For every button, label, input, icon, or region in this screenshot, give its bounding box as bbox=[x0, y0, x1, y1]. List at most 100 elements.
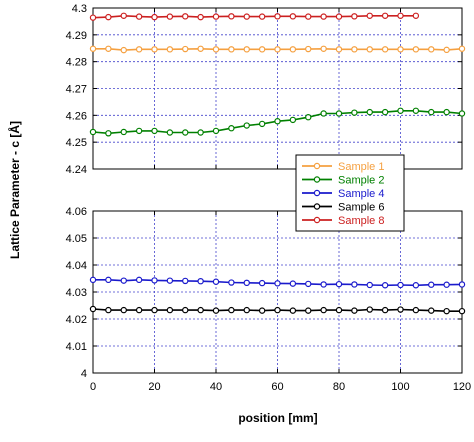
data-point bbox=[120, 46, 127, 54]
data-point bbox=[166, 277, 174, 284]
series-sample2 bbox=[89, 107, 466, 137]
plot-panels: 4.24 4.25 4.26 4.27 4.28 4.29 4.3 4 4.01 4.02 4.03… bbox=[66, 3, 463, 380]
data-point bbox=[458, 281, 466, 288]
data-point bbox=[135, 276, 143, 284]
y-tick-label: 4 bbox=[81, 368, 87, 380]
legend-item-sample8: Sample 8 bbox=[302, 215, 384, 227]
data-point bbox=[351, 307, 358, 314]
data-point bbox=[135, 46, 143, 53]
data-point bbox=[120, 12, 127, 19]
data-point bbox=[197, 13, 204, 21]
data-point bbox=[182, 129, 189, 136]
data-point bbox=[305, 114, 312, 121]
data-point bbox=[397, 306, 404, 313]
data-point bbox=[320, 306, 327, 314]
y-tick-label: 4.25 bbox=[66, 137, 87, 149]
y-tick-label: 4.24 bbox=[66, 164, 87, 176]
panel-2: 4 4.01 4.02 4.03 4.04 4.05 4.06 bbox=[66, 206, 463, 380]
data-point bbox=[105, 276, 112, 284]
series-sample8 bbox=[89, 12, 420, 21]
legend-item-sample2: Sample 2 bbox=[302, 175, 384, 187]
legend-label: Sample 6 bbox=[338, 202, 384, 214]
data-point bbox=[243, 46, 250, 53]
data-point bbox=[197, 278, 204, 285]
legend-marker bbox=[313, 216, 321, 224]
series-sample1 bbox=[89, 45, 466, 54]
data-point bbox=[151, 127, 158, 135]
data-point bbox=[305, 307, 312, 314]
data-point bbox=[89, 45, 97, 52]
data-point bbox=[212, 307, 220, 314]
data-point bbox=[443, 307, 450, 315]
data-point bbox=[428, 281, 435, 288]
data-point bbox=[151, 13, 158, 21]
data-point bbox=[305, 13, 312, 20]
data-point bbox=[274, 46, 281, 53]
data-point bbox=[243, 13, 250, 20]
data-point bbox=[212, 46, 220, 53]
data-point bbox=[366, 46, 373, 53]
data-point bbox=[212, 127, 220, 135]
data-point bbox=[397, 12, 404, 19]
data-point bbox=[228, 13, 235, 20]
data-point bbox=[412, 306, 420, 314]
data-point bbox=[381, 306, 389, 314]
data-point bbox=[166, 306, 174, 314]
y-tick-label: 4.27 bbox=[66, 84, 87, 96]
data-point bbox=[212, 13, 220, 20]
data-point bbox=[397, 281, 404, 289]
data-point bbox=[258, 307, 266, 314]
data-point bbox=[135, 306, 143, 314]
legend-marker bbox=[313, 176, 321, 183]
legend-marker bbox=[313, 189, 321, 197]
data-point bbox=[166, 129, 174, 136]
legend-marker bbox=[313, 162, 321, 170]
legend-marker bbox=[313, 203, 321, 210]
data-point bbox=[289, 307, 297, 314]
plot-frame bbox=[92, 210, 463, 374]
x-tick-labels: 0 20 40 60 80 100 120 bbox=[90, 381, 471, 393]
data-point bbox=[458, 307, 466, 315]
data-point bbox=[320, 45, 327, 52]
data-point bbox=[443, 281, 450, 288]
data-point bbox=[320, 110, 327, 117]
data-point bbox=[197, 129, 204, 136]
data-point bbox=[320, 281, 327, 288]
y-tick-label: 4.3 bbox=[72, 3, 87, 15]
data-point bbox=[135, 127, 143, 135]
data-point bbox=[381, 282, 389, 289]
data-point bbox=[120, 128, 127, 136]
data-point bbox=[89, 14, 97, 21]
legend-label: Sample 2 bbox=[338, 175, 384, 187]
x-tick-label: 40 bbox=[210, 381, 222, 393]
data-point bbox=[443, 108, 450, 116]
y-tick-label: 4.05 bbox=[66, 233, 87, 245]
data-point bbox=[289, 46, 297, 53]
legend-label: Sample 8 bbox=[338, 215, 384, 227]
data-point bbox=[243, 306, 250, 314]
series-sample6 bbox=[89, 305, 466, 315]
data-point bbox=[105, 45, 112, 52]
x-axis-title: position [mm] bbox=[238, 411, 317, 425]
data-point bbox=[105, 130, 112, 137]
data-point bbox=[366, 281, 373, 289]
data-point bbox=[412, 282, 420, 289]
data-point bbox=[351, 46, 358, 53]
data-point bbox=[120, 306, 127, 314]
data-point bbox=[428, 307, 435, 314]
data-point bbox=[258, 120, 266, 128]
y-tick-label: 4.03 bbox=[66, 287, 87, 299]
legend-label: Sample 4 bbox=[338, 188, 384, 200]
x-tick-label: 80 bbox=[333, 381, 345, 393]
data-point bbox=[335, 306, 343, 314]
data-point bbox=[274, 118, 281, 125]
y-tick-label: 4.28 bbox=[66, 57, 87, 69]
data-point bbox=[289, 13, 297, 20]
x-tick-label: 100 bbox=[391, 381, 409, 393]
y-tick-label: 4.26 bbox=[66, 110, 87, 122]
data-point bbox=[258, 13, 266, 20]
legend-item-sample6: Sample 6 bbox=[302, 202, 384, 214]
data-point bbox=[166, 46, 174, 53]
